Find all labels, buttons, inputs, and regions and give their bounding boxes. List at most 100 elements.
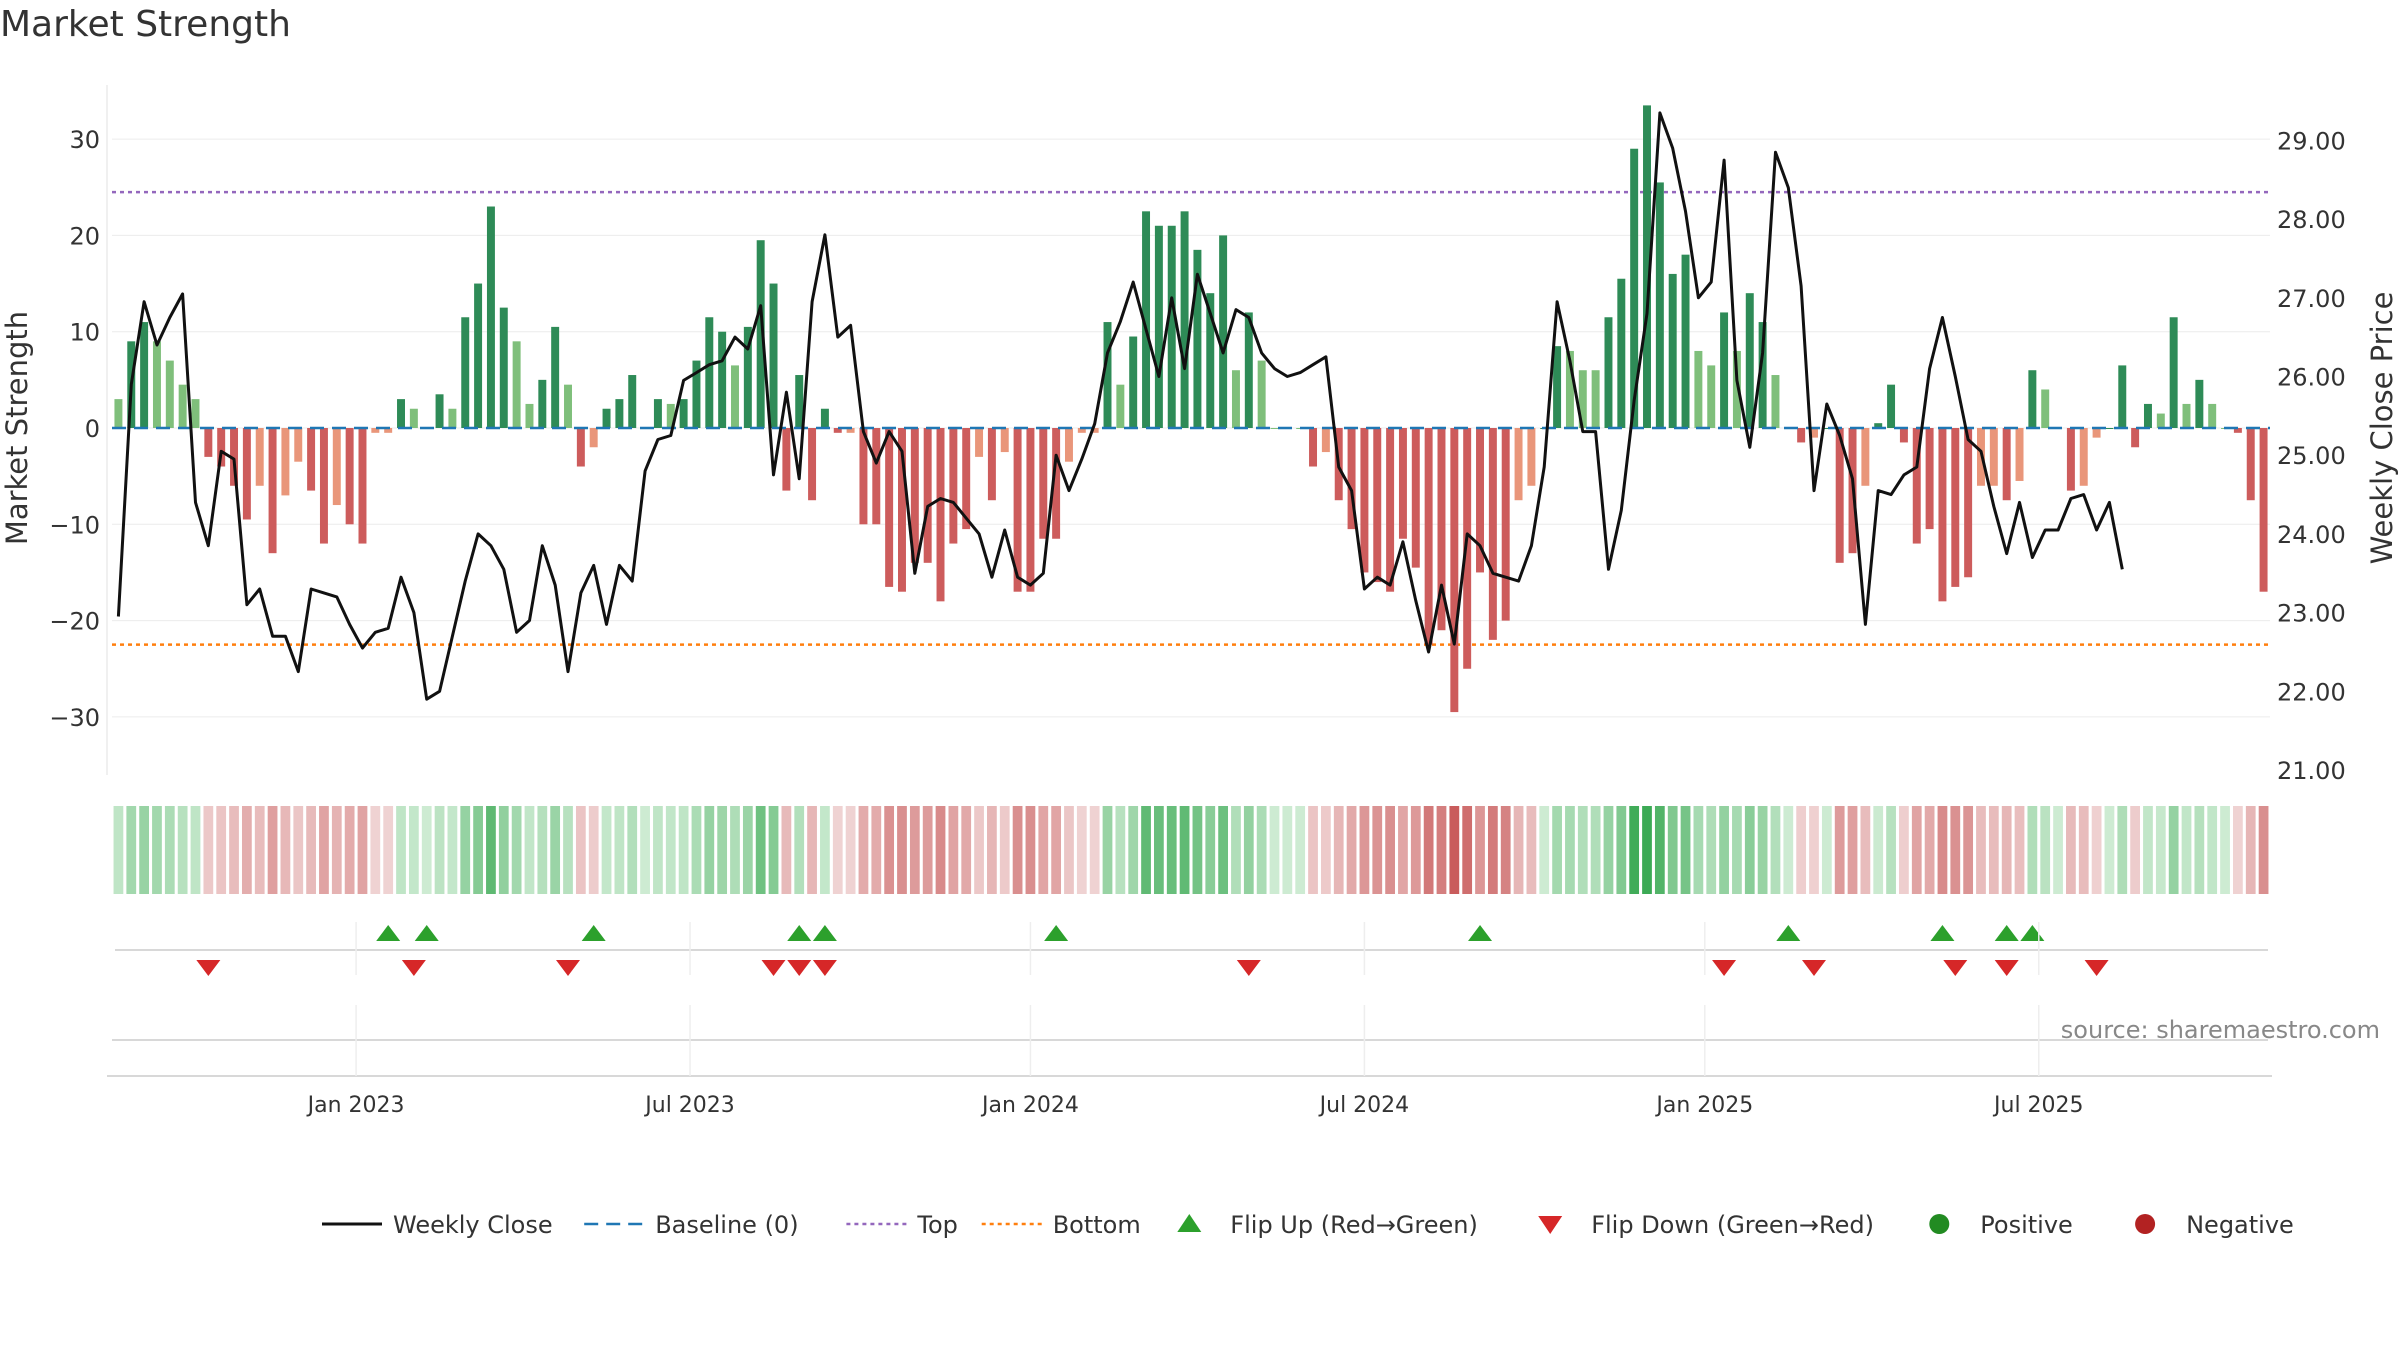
strength-bar	[1039, 428, 1048, 539]
heat-cell	[2220, 806, 2230, 894]
heat-cell	[498, 806, 509, 894]
strength-bar	[1347, 428, 1356, 530]
heat-cell	[832, 806, 843, 894]
heat-cell	[1513, 806, 1524, 894]
strength-bar	[461, 317, 470, 428]
heat-cell	[601, 806, 612, 894]
legend-item[interactable]: Baseline (0)	[584, 1211, 799, 1239]
strength-bar	[204, 428, 213, 457]
strength-bar	[474, 283, 483, 428]
strength-bar	[178, 384, 187, 428]
flip-down-marker	[761, 960, 786, 976]
strength-bar	[538, 379, 547, 428]
grid	[106, 85, 2270, 775]
heat-cell	[2027, 806, 2038, 894]
flip-markers-panel	[107, 925, 2272, 1077]
heat-cell	[229, 806, 239, 894]
legend-item[interactable]: Top	[846, 1211, 958, 1239]
left-tick-label: 0	[85, 415, 100, 443]
strength-bar	[1771, 375, 1780, 428]
legend-item[interactable]: Flip Down (Green→Red)	[1538, 1211, 1874, 1239]
strength-bar	[2143, 403, 2152, 428]
right-tick-label: 26.00	[2277, 364, 2346, 392]
strength-bar	[1514, 428, 1523, 501]
strength-bar	[1835, 428, 1844, 563]
heat-cell	[267, 806, 278, 894]
strength-bar	[2131, 428, 2140, 448]
heat-cell	[1295, 806, 1306, 894]
strength-bar	[1270, 428, 1279, 429]
strength-bars	[112, 105, 2270, 713]
heat-cell	[1051, 806, 1062, 894]
strength-bar	[2028, 370, 2037, 428]
legend-item[interactable]: Bottom	[981, 1211, 1141, 1239]
heat-cell	[1320, 806, 1331, 894]
strength-bar	[140, 322, 149, 428]
strength-bar	[1154, 225, 1163, 428]
heat-cell	[742, 806, 753, 894]
strength-bar	[1694, 350, 1703, 428]
heat-cell	[1359, 806, 1370, 894]
legend-item[interactable]: Negative	[2135, 1211, 2294, 1239]
strength-bar	[1874, 423, 1883, 428]
x-tick-label: Jul 2023	[643, 1093, 735, 1118]
heat-cell	[319, 806, 329, 894]
strength-bar	[2118, 365, 2127, 428]
strength-bar	[2079, 428, 2088, 486]
right-tick-label: 28.00	[2277, 206, 2346, 234]
heat-cell	[216, 806, 227, 894]
heat-cell	[357, 806, 368, 894]
heat-cell	[550, 806, 561, 894]
y-axis-left-label: Market Strength	[0, 311, 34, 545]
heat-cell	[2143, 806, 2153, 894]
strength-bar	[1321, 428, 1330, 453]
x-tick-label: Jan 2024	[980, 1093, 1079, 1118]
heat-cell	[1539, 806, 1550, 894]
strength-bar	[718, 331, 727, 428]
strength-bar	[409, 408, 418, 428]
heat-cell	[1141, 806, 1151, 894]
heat-cell	[2117, 806, 2128, 894]
strength-bar	[1553, 346, 1562, 428]
strength-bar	[628, 375, 637, 428]
legend-item[interactable]: Positive	[1929, 1211, 2073, 1239]
heat-cell	[1809, 806, 1819, 894]
heat-cell	[2078, 806, 2089, 894]
strength-bar	[564, 384, 572, 428]
strength-bar	[1681, 254, 1690, 428]
heat-cell	[1282, 806, 1293, 894]
heat-cell	[614, 806, 625, 894]
heat-cell	[665, 806, 676, 894]
legend-item[interactable]: Weekly Close	[322, 1211, 553, 1239]
heat-cell	[1719, 806, 1729, 894]
left-tick-label: −30	[49, 704, 100, 732]
heat-cell	[2194, 806, 2205, 894]
heat-cell	[1950, 806, 1961, 894]
strength-bar	[602, 408, 611, 428]
flip-down-marker	[556, 960, 581, 976]
heat-cell	[1565, 806, 1575, 894]
heat-cell	[1192, 806, 1203, 894]
heat-cell	[2181, 806, 2192, 894]
legend-triangle-down-icon	[1538, 1216, 1563, 1234]
flip-up-marker	[2020, 925, 2045, 941]
heat-cell	[2001, 806, 2012, 894]
heat-cell	[653, 806, 663, 894]
flip-down-marker	[1712, 960, 1737, 976]
heat-cell	[177, 806, 188, 894]
strength-bar	[2169, 317, 2178, 428]
strength-bar	[833, 428, 842, 433]
strength-bar	[1167, 225, 1176, 428]
legend-label: Top	[916, 1211, 958, 1239]
strength-bar	[653, 399, 662, 428]
heat-cell	[2053, 806, 2063, 894]
strength-bar	[1732, 350, 1741, 428]
heat-cell	[511, 806, 522, 894]
strength-bar	[1925, 428, 1934, 530]
strength-bar	[769, 283, 778, 428]
flip-up-marker	[414, 925, 439, 941]
heat-cell	[807, 806, 817, 894]
heat-cell	[717, 806, 728, 894]
strength-bar	[165, 360, 174, 428]
legend-item[interactable]: Flip Up (Red→Green)	[1177, 1211, 1478, 1239]
